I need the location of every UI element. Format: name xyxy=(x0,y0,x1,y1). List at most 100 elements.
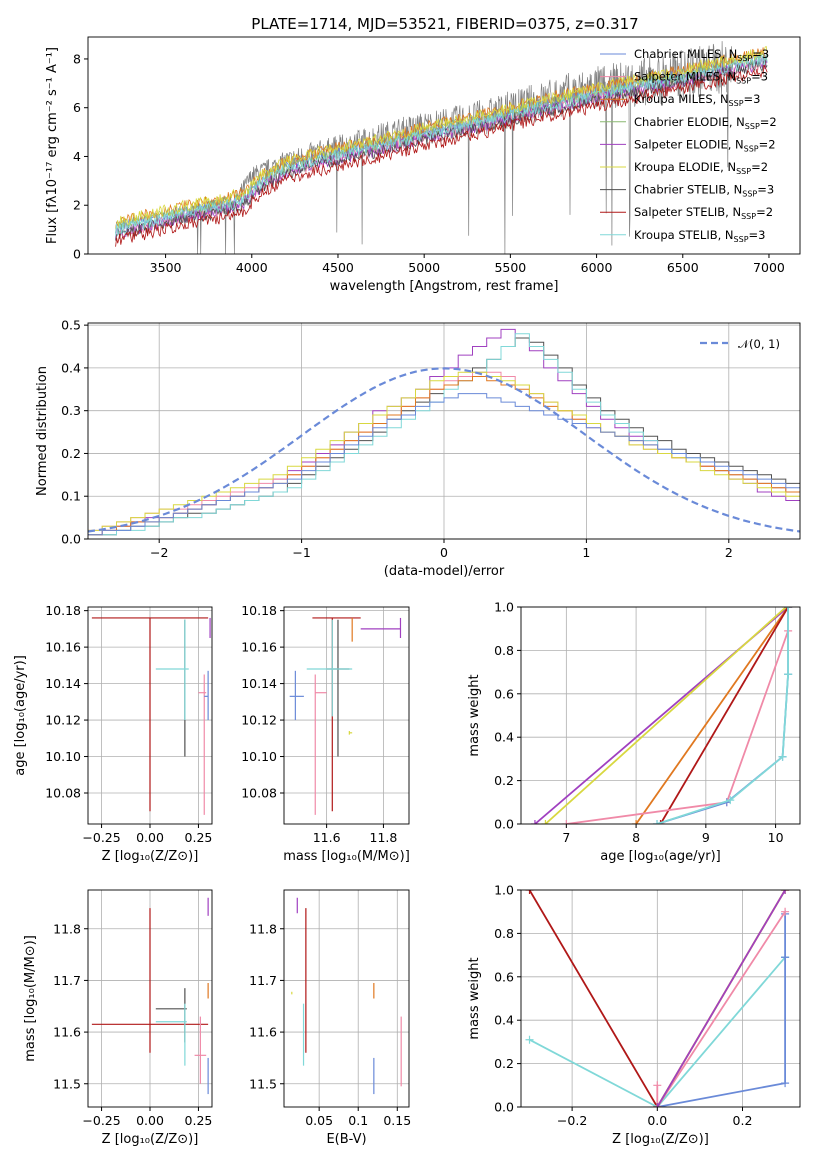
point-chabrier-stelib xyxy=(155,988,187,1043)
y-tick-label: 0 xyxy=(73,247,81,262)
y-tick-label: 10.14 xyxy=(241,676,277,691)
legend-label: Kroupa ELODIE, NSSP=2 xyxy=(634,160,768,176)
point-chabrier-stelib xyxy=(326,619,350,757)
legend-subscript: SSP xyxy=(736,167,751,176)
x-tick-label: 7000 xyxy=(753,260,785,275)
axes-frame xyxy=(520,606,801,825)
x-tick-label: −0.2 xyxy=(557,1113,587,1128)
series-line xyxy=(659,607,789,824)
x-tick-label: 7 xyxy=(562,830,570,845)
point-salpeter-miles xyxy=(314,674,327,815)
x-tick-label: 0.05 xyxy=(305,1113,333,1128)
y-tick-label: 8 xyxy=(73,51,81,66)
legend-subscript: SSP xyxy=(744,144,759,153)
y-axis-label: Normed distribution xyxy=(35,366,50,496)
y-tick-label: 0.6 xyxy=(494,686,514,701)
hist-chabrier-miles xyxy=(88,393,800,536)
y-axis-label: mass weight xyxy=(467,674,482,756)
series-marker xyxy=(784,607,793,611)
x-tick-label: 4500 xyxy=(322,260,354,275)
point-salpeter-miles xyxy=(194,1016,207,1084)
model-spectrum-kroupa-elodie xyxy=(115,45,768,229)
x-tick-label: 0.1 xyxy=(348,1113,368,1128)
x-tick-label: −0.25 xyxy=(82,830,120,845)
series-line xyxy=(528,890,659,1107)
series-marker xyxy=(726,796,735,805)
legend-label: Salpeter ELODIE, NSSP=2 xyxy=(634,137,776,153)
y-tick-label: 10.08 xyxy=(45,786,81,801)
y-tick-label: 11.8 xyxy=(249,921,277,936)
legend-subscript: SSP xyxy=(734,235,749,244)
y-tick-label: 11.6 xyxy=(53,1025,81,1040)
y-tick-label: 10.14 xyxy=(45,676,81,691)
plot-area xyxy=(530,607,793,824)
model-spectrum-chabrier-elodie xyxy=(115,52,768,234)
legend-label: Salpeter STELIB, NSSP=2 xyxy=(634,205,773,221)
x-tick-label: 11.8 xyxy=(370,830,398,845)
x-axis-label: E(B-V) xyxy=(326,1132,366,1147)
x-tick-label: 5000 xyxy=(408,260,440,275)
x-axis-label: Z [log₁₀(Z/Z⊙)] xyxy=(612,1132,709,1147)
x-tick-label: 3500 xyxy=(150,260,182,275)
y-tick-label: 11.7 xyxy=(249,973,277,988)
x-tick-label: −2 xyxy=(150,545,168,560)
y-tick-label: 0.8 xyxy=(494,643,514,658)
series-marker xyxy=(781,1079,790,1088)
legend-count: =3 xyxy=(757,183,774,197)
panel-weight-vs-Z: −0.2 0.0 0.2 0.0 0.2 0.4 0.6 0.8 1.0 Z [log₁₀(Z/Z… xyxy=(467,883,801,1147)
series-marker xyxy=(784,670,793,679)
series-kroupa-stelib xyxy=(653,607,793,824)
x-axis-label: wavelength [Angstrom, rest frame] xyxy=(330,279,559,294)
legend-count: =3 xyxy=(749,228,766,242)
series-marker xyxy=(525,890,534,894)
series-marker xyxy=(781,890,790,894)
plot-area xyxy=(291,897,402,1095)
panel-residuals: −2 −1 0 1 2 0.0 0.1 0.2 0.3 0.4 0.5 (data-model)/er… xyxy=(35,318,801,579)
panel-age-vs-Z: −0.25 0.00 0.25 10.08 10.10 10.12 10.14 10.16 10… xyxy=(13,603,213,864)
axes-frame xyxy=(87,889,213,1108)
x-tick-label: 11.6 xyxy=(313,830,341,845)
legend-count: =2 xyxy=(756,205,773,219)
y-tick-label: 0.5 xyxy=(61,318,81,333)
x-tick-label: 0 xyxy=(440,545,448,560)
series-marker xyxy=(778,752,787,761)
y-tick-label: 10.18 xyxy=(45,603,81,618)
y-tick-label: 0.0 xyxy=(61,532,81,547)
spectrum-legend: Chabrier MILES, NSSP=3 Salpeter MILES, NS… xyxy=(600,47,777,244)
axes-frame xyxy=(283,606,410,825)
y-tick-label: 10.10 xyxy=(45,749,81,764)
y-tick-label: 0.0 xyxy=(494,817,514,832)
x-tick-label: 0.00 xyxy=(136,1113,164,1128)
axes-frame xyxy=(283,889,410,1108)
y-tick-label: 11.6 xyxy=(249,1025,277,1040)
legend-subscript: SSP xyxy=(736,77,751,86)
axes-frame xyxy=(87,322,801,540)
y-tick-label: 10.12 xyxy=(45,713,81,728)
series-marker xyxy=(525,1035,534,1044)
series-marker xyxy=(562,820,571,824)
axes-frame xyxy=(87,36,801,255)
legend-label: Kroupa MILES, NSSP=3 xyxy=(634,92,760,108)
legend-count: =2 xyxy=(760,115,777,129)
plot-area xyxy=(115,41,768,254)
x-tick-label: 0.25 xyxy=(185,1113,213,1128)
figure-title: PLATE=1714, MJD=53521, FIBERID=0375, z=0… xyxy=(251,15,638,33)
legend-count: =2 xyxy=(751,160,768,174)
series-marker xyxy=(653,820,662,824)
x-tick-label: 9 xyxy=(702,830,710,845)
series-line xyxy=(566,607,789,824)
series-marker xyxy=(781,907,790,916)
series-line xyxy=(656,890,786,1107)
series-salpeter-stelib xyxy=(525,890,662,1107)
series-salpeter-stelib xyxy=(656,607,793,824)
legend-count: =3 xyxy=(752,47,769,61)
axes-frame xyxy=(520,889,801,1108)
panel-spectrum: 3500 4000 4500 5000 5500 6000 6500 7000 0 2 4 6 8 wav… xyxy=(45,36,801,294)
point-salpeter-stelib xyxy=(91,908,209,1053)
panel-weight-vs-age: 7 8 9 10 0.0 0.2 0.4 0.6 0.8 1.0 age [log₁₀(age/yr… xyxy=(467,600,801,864)
legend-label: Chabrier STELIB, NSSP=3 xyxy=(634,183,774,199)
x-axis-label: Z [log₁₀(Z/Z⊙)] xyxy=(102,1132,199,1147)
y-tick-label: 0.2 xyxy=(494,1056,514,1071)
legend-label: Kroupa STELIB, NSSP=3 xyxy=(634,228,765,244)
